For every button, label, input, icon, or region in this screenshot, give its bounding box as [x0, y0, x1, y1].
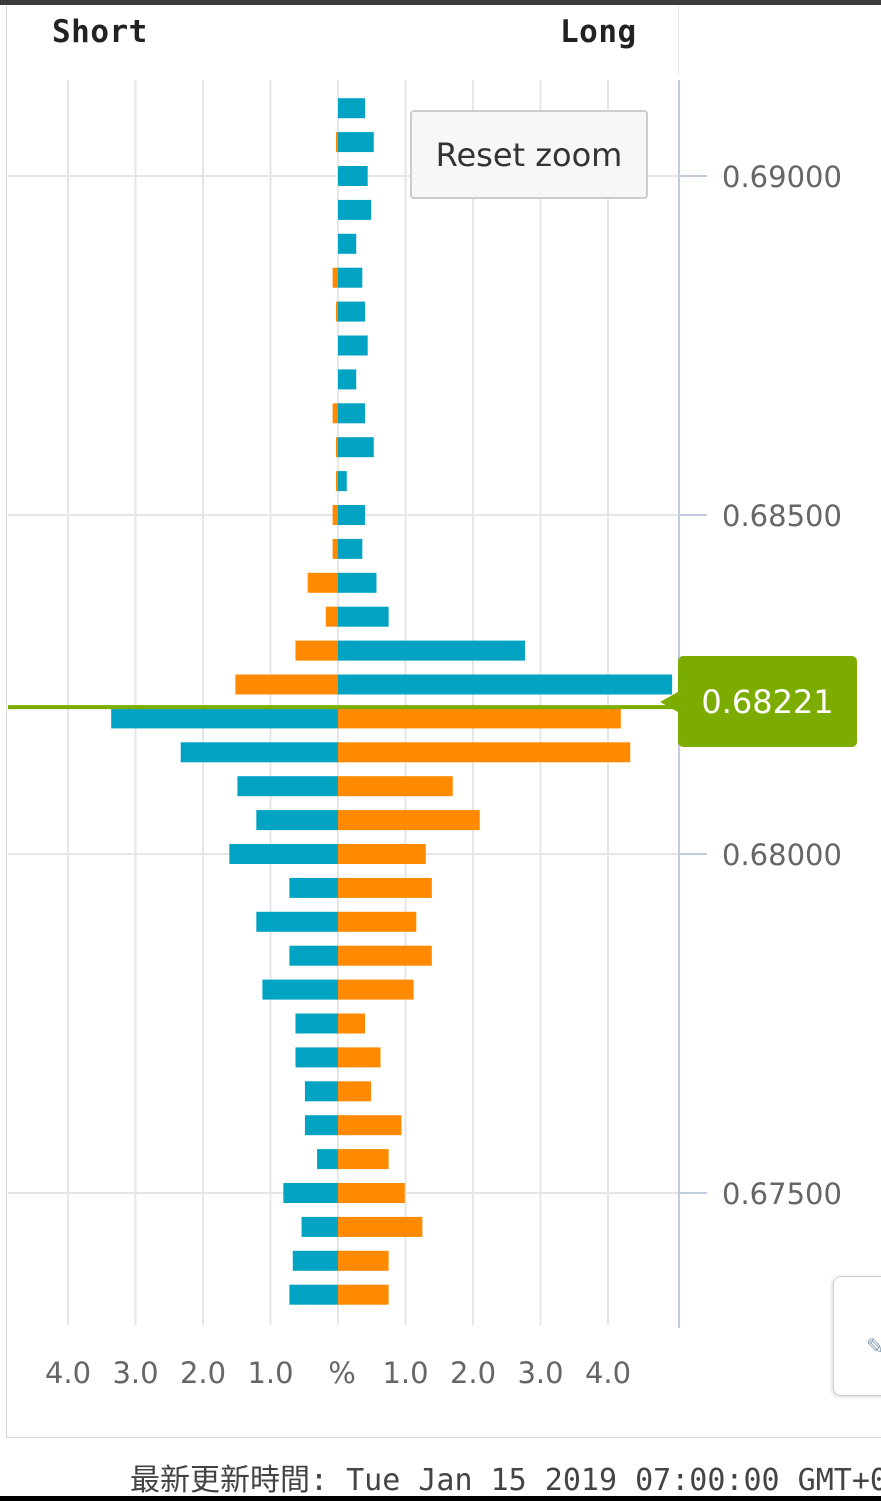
price-tick-label: 0.68500: [722, 499, 842, 533]
bar-left-cyan: [304, 1081, 338, 1102]
bar-left-orange: [332, 505, 338, 525]
bar-left-cyan: [180, 742, 338, 763]
percent-tick-label: 4.0: [45, 1356, 91, 1390]
reset-zoom-button[interactable]: Reset zoom: [410, 110, 648, 199]
bar-left-cyan: [256, 810, 338, 831]
pencil-icon: ✎: [866, 1335, 881, 1360]
bar-right-cyan: [338, 403, 365, 424]
percent-tick-label: 1.0: [382, 1356, 428, 1390]
bar-right-orange: [338, 1250, 389, 1271]
percent-tick-label: 3.0: [112, 1356, 158, 1390]
bar-left-cyan: [317, 1149, 338, 1170]
bar-right-cyan: [338, 572, 377, 593]
bar-left-orange: [332, 267, 338, 288]
bar-right-orange: [338, 945, 432, 966]
bar-left-orange: [325, 606, 338, 627]
percent-tick-label: 2.0: [450, 1356, 496, 1390]
bar-series: [111, 98, 673, 1305]
chart-panel: [6, 5, 881, 1438]
order-book-chart[interactable]: 0.69000 0.68500 0.68000 0.67500 4.0 3.0 2.0 1.…: [0, 0, 881, 1440]
header-separator: [678, 5, 679, 75]
current-price-label: 0.68221: [660, 656, 857, 747]
bar-left-orange: [307, 572, 338, 593]
bar-right-cyan: [338, 166, 368, 186]
bar-left-cyan: [262, 979, 338, 1000]
bar-left-cyan: [295, 1047, 338, 1068]
bar-right-orange: [338, 1047, 381, 1068]
bar-left-cyan: [289, 1284, 338, 1305]
bar-right-cyan: [338, 674, 673, 695]
bar-right-cyan: [338, 538, 363, 559]
bar-right-orange: [338, 1216, 423, 1237]
long-header: Long: [560, 14, 637, 50]
last-updated-text: 最新更新時間: Tue Jan 15 2019 07:00:00 GMT+090: [130, 1463, 881, 1498]
bar-left-cyan: [111, 708, 338, 729]
bar-right-cyan: [338, 505, 365, 525]
bar-right-cyan: [338, 640, 525, 661]
bar-left-orange: [332, 538, 338, 559]
bar-right-cyan: [338, 301, 365, 322]
percent-tick-label: 3.0: [517, 1356, 563, 1390]
bar-right-orange: [338, 1013, 365, 1034]
bar-right-cyan: [338, 98, 365, 119]
price-axis: 0.69000 0.68500 0.68000 0.67500: [678, 80, 842, 1328]
bar-left-cyan: [301, 1216, 338, 1237]
bar-left-orange: [235, 674, 338, 695]
price-tick-label: 0.67500: [722, 1177, 842, 1211]
percent-tick-label: 2.0: [180, 1356, 226, 1390]
bar-right-orange: [338, 742, 631, 763]
price-tick-label: 0.68000: [722, 838, 842, 872]
bar-right-orange: [338, 776, 453, 797]
percent-tick-label: 4.0: [585, 1356, 631, 1390]
bar-right-orange: [338, 844, 426, 864]
bar-right-orange: [338, 877, 432, 898]
percent-tick-label: 1.0: [247, 1356, 293, 1390]
bar-left-cyan: [289, 945, 338, 966]
bar-right-cyan: [338, 335, 368, 356]
bar-right-cyan: [338, 233, 357, 254]
bar-left-cyan: [295, 1013, 338, 1034]
bar-right-cyan: [338, 606, 389, 627]
bar-right-orange: [338, 1183, 405, 1203]
bar-left-orange: [295, 640, 338, 661]
bar-left-orange: [335, 301, 338, 322]
bar-right-cyan: [338, 369, 357, 390]
bar-right-cyan: [338, 471, 347, 492]
bar-right-orange: [338, 708, 621, 729]
bar-right-cyan: [338, 132, 374, 153]
bar-left-cyan: [292, 1250, 338, 1271]
top-rule: [0, 0, 881, 5]
percent-center-label: %: [328, 1356, 356, 1390]
bar-left-orange: [335, 471, 338, 492]
bar-right-orange: [338, 1081, 372, 1102]
side-drawer-handle[interactable]: ✎: [833, 1276, 881, 1396]
bar-right-orange: [338, 1284, 389, 1305]
bar-left-orange: [332, 403, 338, 424]
bar-right-cyan: [338, 199, 372, 220]
bar-left-orange: [335, 132, 338, 153]
price-tick-label: 0.69000: [722, 160, 842, 194]
bar-right-orange: [338, 1115, 402, 1136]
bar-right-orange: [338, 911, 417, 932]
bar-right-cyan: [338, 437, 374, 458]
percent-axis: 4.0 3.0 2.0 1.0% 1.0 2.0 3.0 4.0: [45, 1356, 631, 1390]
bar-left-cyan: [304, 1115, 338, 1136]
bar-right-cyan: [338, 267, 363, 288]
bar-left-cyan: [289, 877, 338, 898]
bar-left-orange: [335, 437, 338, 458]
grid: [8, 80, 705, 1325]
bar-right-orange: [338, 979, 414, 1000]
bar-left-cyan: [229, 844, 338, 864]
short-header: Short: [52, 14, 148, 50]
bar-right-orange: [338, 1149, 389, 1170]
bar-left-cyan: [256, 911, 338, 932]
bar-left-cyan: [237, 776, 338, 797]
bar-left-cyan: [283, 1183, 338, 1203]
bottom-rule: [0, 1496, 881, 1501]
bar-right-orange: [338, 810, 480, 831]
